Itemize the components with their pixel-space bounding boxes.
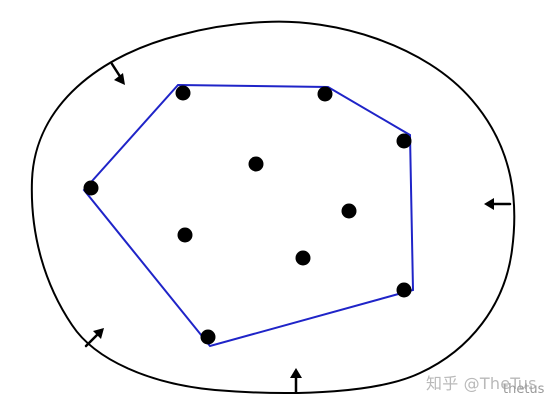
inward-arrows	[84, 62, 512, 394]
convex-hull-polygon	[82, 83, 415, 348]
arrow-top-left-icon	[110, 62, 125, 85]
arrow-bottom-icon	[290, 368, 302, 394]
point	[177, 227, 193, 243]
arrow-right-icon	[484, 198, 512, 210]
outer-boundary-curve	[30, 20, 516, 395]
watermark-text: 知乎 @TheTus	[426, 374, 537, 393]
point	[175, 85, 191, 101]
point	[317, 86, 333, 102]
point	[295, 250, 311, 266]
point-set	[83, 85, 412, 345]
point	[396, 133, 412, 149]
point	[248, 156, 264, 172]
point	[341, 203, 357, 219]
watermark-subtext: thetus	[503, 382, 545, 397]
point	[200, 329, 216, 345]
point	[396, 282, 412, 298]
arrow-bottom-left-icon	[84, 328, 104, 348]
point	[83, 180, 99, 196]
